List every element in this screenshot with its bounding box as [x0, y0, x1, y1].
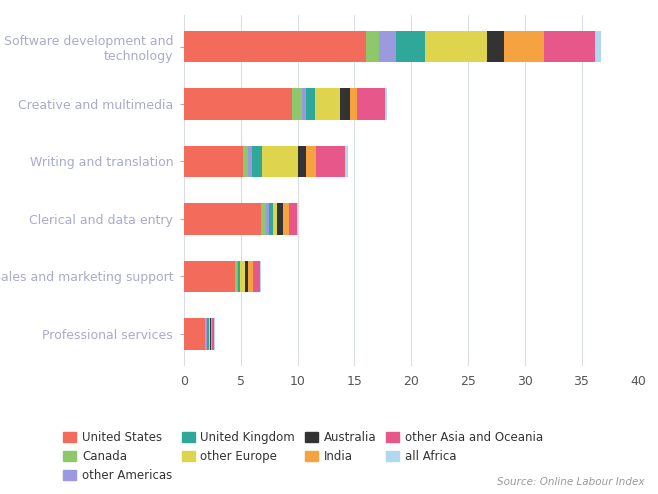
Bar — [211, 318, 213, 350]
Bar — [385, 88, 388, 120]
Bar — [184, 88, 292, 120]
Bar — [248, 146, 252, 177]
Bar — [297, 203, 298, 235]
Bar — [397, 31, 425, 62]
Bar — [544, 31, 595, 62]
Bar — [292, 88, 302, 120]
Bar — [206, 318, 207, 350]
Bar — [269, 203, 273, 235]
Bar — [237, 260, 238, 292]
Bar — [262, 146, 298, 177]
Bar — [184, 31, 366, 62]
Bar — [245, 260, 248, 292]
Bar — [205, 318, 206, 350]
Bar — [184, 260, 236, 292]
Bar — [261, 203, 266, 235]
Bar — [595, 31, 601, 62]
Bar — [213, 318, 214, 350]
Bar — [273, 203, 277, 235]
Bar — [210, 318, 211, 350]
Bar — [345, 146, 348, 177]
Bar — [289, 203, 297, 235]
Bar — [302, 88, 306, 120]
Bar — [316, 146, 345, 177]
Bar — [214, 318, 215, 350]
Bar — [184, 203, 261, 235]
Bar — [340, 88, 350, 120]
Text: Source: Online Labour Index: Source: Online Labour Index — [497, 477, 645, 487]
Bar — [184, 146, 243, 177]
Bar — [238, 260, 240, 292]
Bar — [184, 318, 205, 350]
Bar — [488, 31, 504, 62]
Bar — [298, 146, 306, 177]
Bar — [306, 88, 315, 120]
Bar — [209, 318, 210, 350]
Bar — [366, 31, 380, 62]
Bar — [240, 260, 245, 292]
Bar — [253, 260, 260, 292]
Bar — [260, 260, 261, 292]
Bar — [207, 318, 209, 350]
Bar — [277, 203, 283, 235]
Bar — [357, 88, 385, 120]
Bar — [306, 146, 316, 177]
Bar — [315, 88, 340, 120]
Bar — [283, 203, 289, 235]
Bar — [350, 88, 357, 120]
Legend: United States, Canada, other Americas, United Kingdom, other Europe, Australia, : United States, Canada, other Americas, U… — [63, 431, 543, 482]
Bar — [504, 31, 544, 62]
Bar — [380, 31, 397, 62]
Bar — [248, 260, 253, 292]
Bar — [266, 203, 269, 235]
Bar — [425, 31, 488, 62]
Bar — [252, 146, 262, 177]
Bar — [236, 260, 237, 292]
Bar — [243, 146, 248, 177]
